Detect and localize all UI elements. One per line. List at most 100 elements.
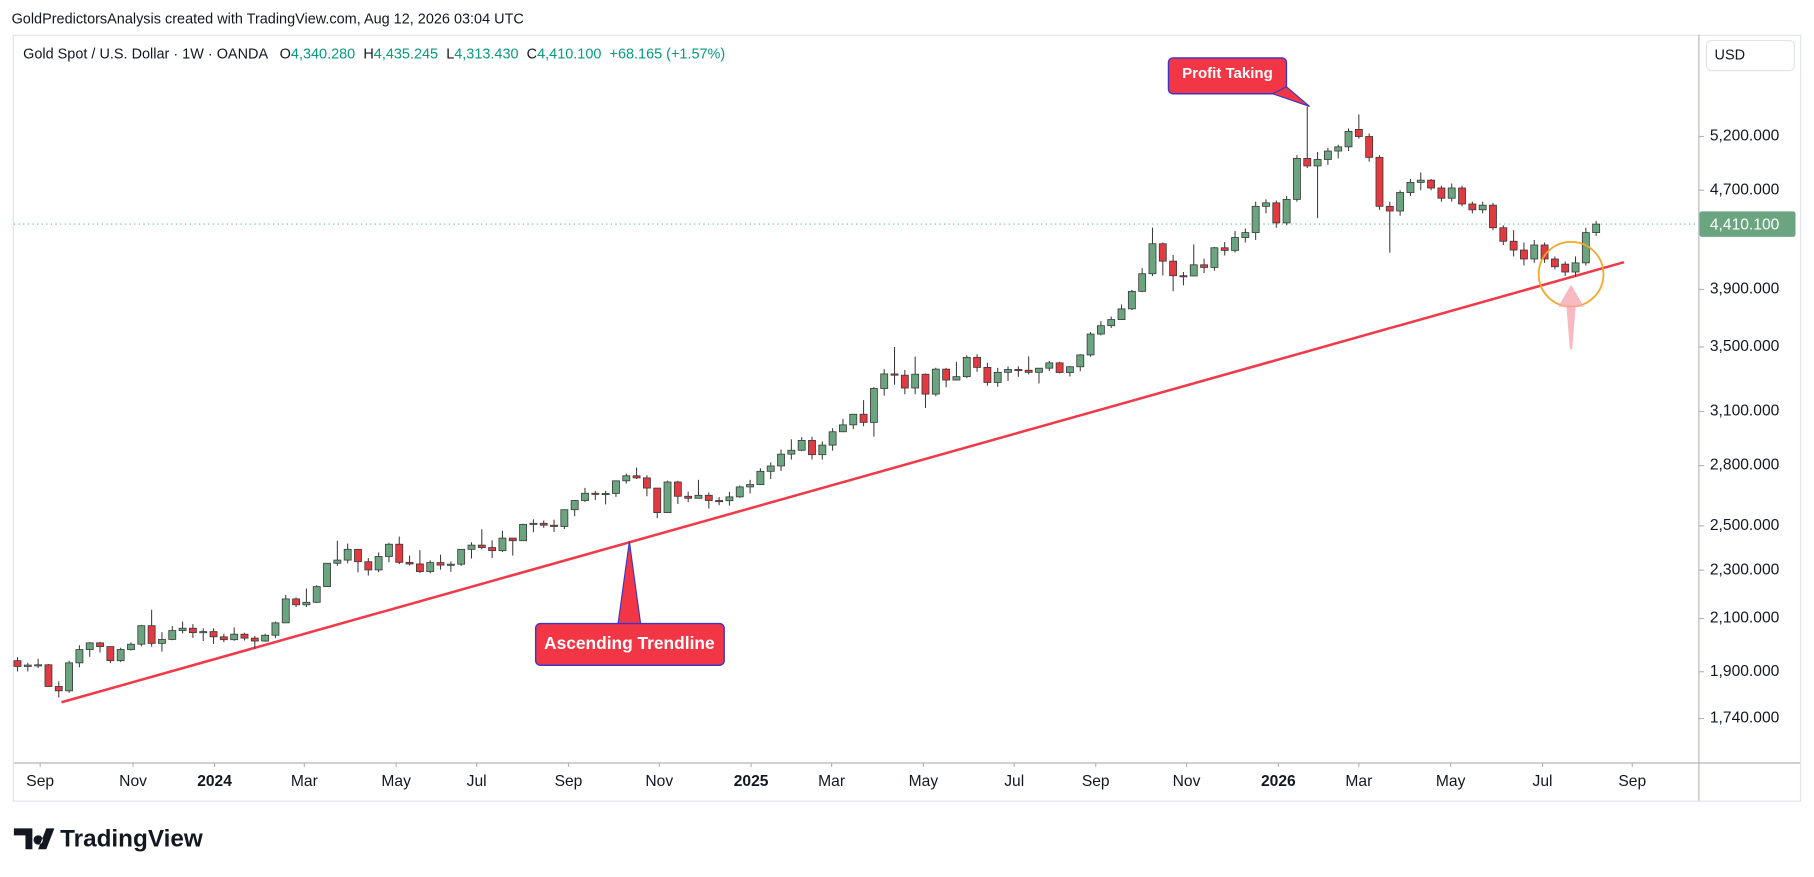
candle-body	[849, 413, 858, 426]
candle-body	[1076, 354, 1085, 368]
x-tick-label: Sep	[1082, 773, 1110, 790]
candle-body	[1396, 192, 1405, 212]
candle-body	[694, 494, 703, 499]
tradingview-logo: TradingView	[13, 825, 203, 852]
candle-body	[942, 368, 951, 381]
candle-body	[1385, 205, 1394, 212]
symbol-legend: Gold Spot / U.S. Dollar · 1W · OANDA O4,3…	[23, 46, 725, 62]
candle-body	[395, 543, 404, 563]
candle-body	[1303, 158, 1312, 167]
frame-border	[12, 34, 1802, 802]
candle-body	[1004, 369, 1012, 373]
x-tick-label: Sep	[555, 773, 583, 790]
candle-body	[1055, 362, 1064, 373]
candle-body	[312, 586, 321, 603]
candle-body	[581, 492, 589, 501]
candle-body	[446, 563, 455, 566]
candle-body	[993, 371, 1002, 383]
candle-body	[859, 413, 868, 423]
candle-body	[973, 356, 981, 368]
candle-body	[1138, 273, 1147, 292]
candle-body	[591, 492, 600, 495]
candle-body	[1437, 187, 1446, 199]
candle-body	[1086, 333, 1095, 356]
y-tick-label: 1,900.000	[1710, 663, 1780, 680]
x-tick-label: Nov	[119, 773, 147, 790]
candle-body	[1478, 204, 1487, 211]
candle-body	[1231, 237, 1239, 251]
candle-body	[735, 486, 744, 498]
candle-body	[1354, 128, 1363, 137]
candle-body	[508, 537, 517, 542]
candle-body	[808, 439, 816, 456]
candle-body	[1365, 136, 1374, 158]
candle-body	[663, 481, 672, 514]
candle-body	[787, 449, 796, 455]
candle-body	[684, 495, 693, 499]
x-tick-label: May	[381, 773, 411, 790]
candle-body	[1127, 290, 1136, 310]
ohlc-value: 4,313.430	[454, 46, 518, 62]
x-tick-label: Mar	[291, 773, 318, 790]
candle-body	[209, 631, 218, 638]
y-tick-label: 2,800.000	[1710, 457, 1780, 474]
candle-body	[1066, 366, 1074, 373]
trendline-label: Ascending Trendline	[544, 633, 715, 653]
candle-body	[426, 562, 435, 572]
candle-body	[1282, 198, 1291, 224]
candle-body	[1489, 204, 1497, 229]
candle-body	[292, 598, 300, 606]
logo-icon	[13, 828, 55, 850]
candle-body	[612, 480, 620, 494]
candle-body	[65, 662, 73, 692]
candle-body	[632, 475, 641, 479]
candle-body	[1468, 203, 1477, 211]
candle-body	[1045, 362, 1054, 369]
candle-body	[13, 660, 22, 667]
y-tick-label: 1,740.000	[1710, 710, 1780, 727]
candle-body	[364, 561, 373, 571]
profit-taking-label: Profit Taking	[1182, 65, 1273, 82]
candle-body	[415, 563, 424, 572]
candle-body	[137, 625, 146, 645]
candle-body	[715, 500, 724, 503]
x-tick-label: Jul	[467, 773, 487, 790]
candle-body	[343, 548, 352, 561]
candle-body	[900, 374, 909, 389]
profit-taking-pointer	[1271, 86, 1310, 108]
y-tick-label: 2,300.000	[1710, 561, 1780, 578]
x-tick-label: Sep	[26, 773, 54, 790]
candle-body	[818, 444, 827, 456]
candle-body	[519, 523, 527, 542]
ohlc-key: H	[363, 46, 373, 62]
last-price-label: 4,410.100	[1710, 216, 1780, 233]
candle-body	[539, 522, 548, 526]
candle-body	[983, 367, 992, 383]
candle-body	[477, 544, 486, 548]
ohlc-value: 4,410.100	[537, 46, 601, 62]
candle-body	[467, 544, 476, 550]
currency-button[interactable]	[1705, 39, 1795, 72]
trendline-box	[534, 622, 725, 666]
candle-body	[1241, 232, 1250, 238]
candle-body	[1096, 325, 1105, 335]
candle-body	[250, 637, 259, 642]
candle-body	[777, 453, 785, 467]
candle-body	[1530, 244, 1539, 260]
candle-body	[1262, 202, 1270, 207]
candle-body	[880, 373, 889, 389]
candle-body	[1520, 249, 1528, 260]
candle-body	[931, 368, 940, 395]
change: +68.165 (+1.57%)	[610, 46, 726, 62]
candle-body	[23, 664, 32, 667]
candle-body	[1375, 156, 1384, 207]
candle-body	[1024, 369, 1033, 373]
candle-body	[1416, 179, 1425, 183]
candle-body	[219, 636, 228, 641]
candle-body	[116, 649, 125, 662]
trendline	[61, 260, 1625, 704]
candle-body	[653, 487, 662, 514]
candle-body	[962, 356, 971, 378]
candle-body	[1251, 205, 1260, 234]
x-tick-label: 2024	[197, 773, 232, 790]
